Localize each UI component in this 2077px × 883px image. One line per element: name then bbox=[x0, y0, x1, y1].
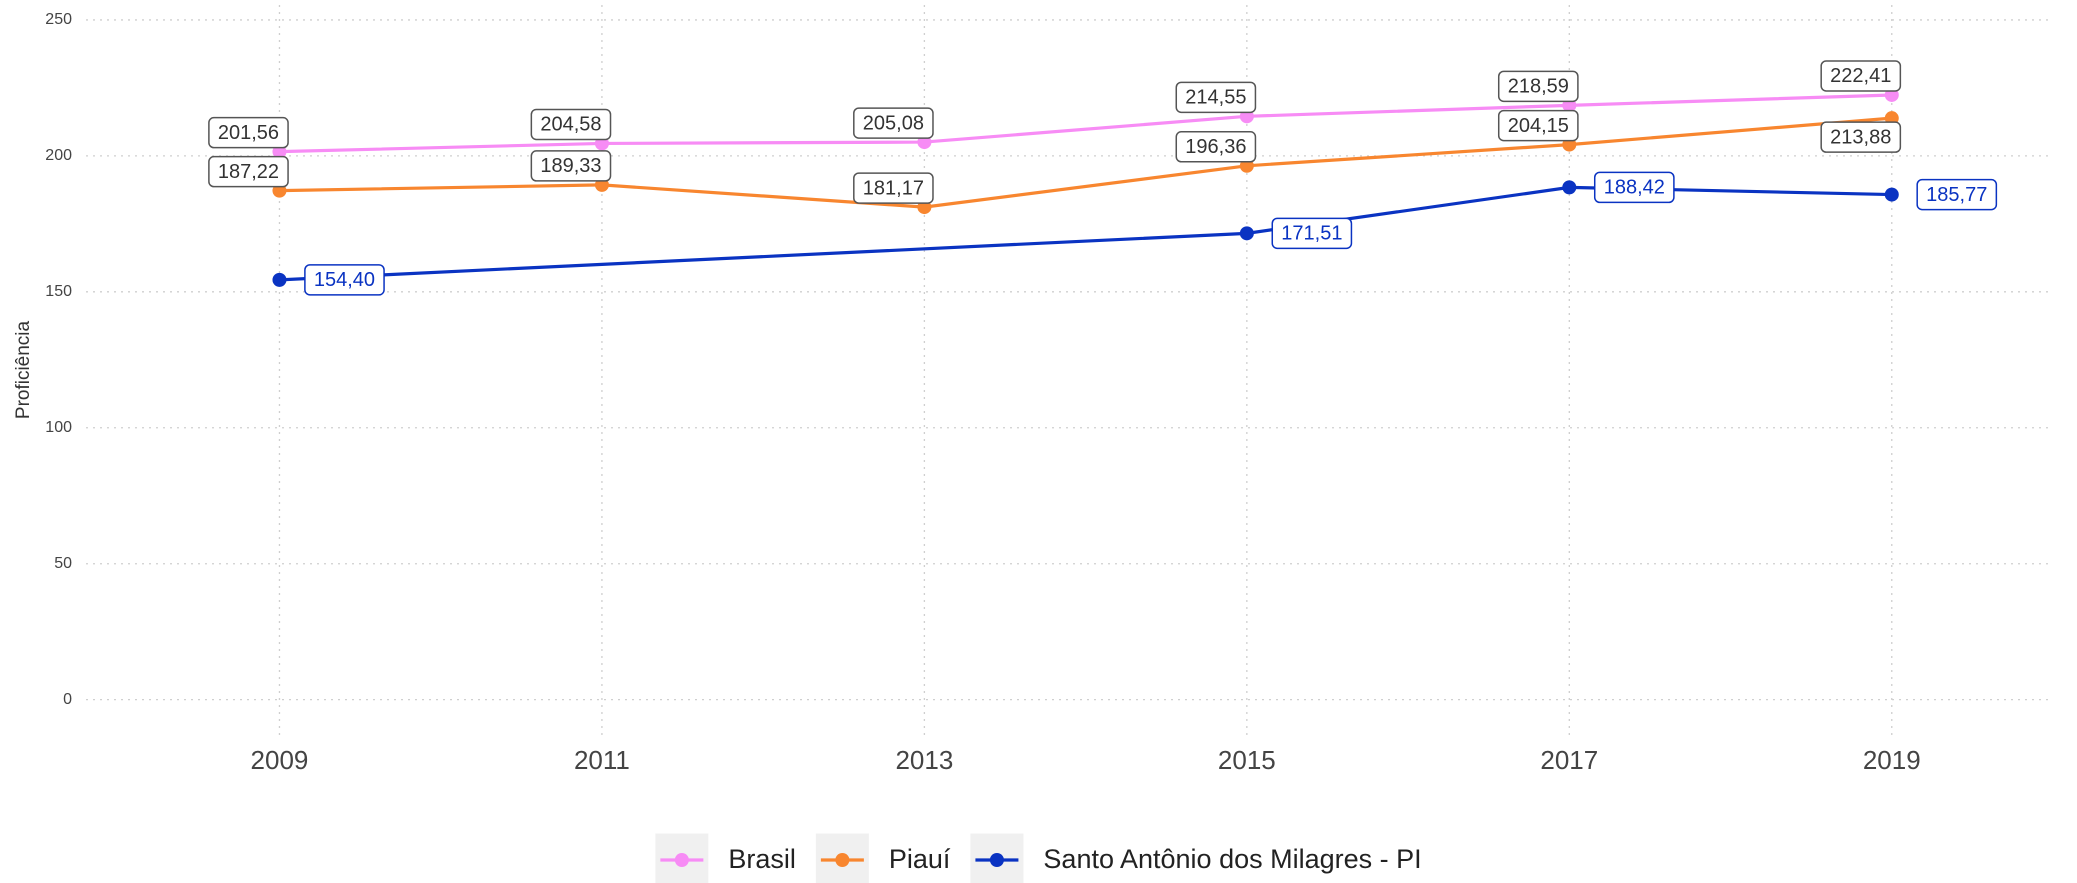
value-label: 154,40 bbox=[304, 264, 385, 296]
y-tick-label: 250 bbox=[45, 11, 72, 28]
value-label-box bbox=[530, 150, 612, 182]
y-tick-label: 100 bbox=[45, 419, 72, 436]
value-label-text: 204,58 bbox=[540, 114, 601, 136]
value-label: 185,77 bbox=[1916, 178, 1998, 211]
value-label-text: 196,36 bbox=[1185, 136, 1246, 158]
legend-key-point bbox=[835, 853, 850, 867]
value-label: 196,36 bbox=[1175, 131, 1257, 163]
y-tick-label: 200 bbox=[45, 147, 72, 164]
x-tick-label: 2009 bbox=[251, 745, 309, 775]
series-line bbox=[279, 93, 1892, 154]
x-tick-label: 2017 bbox=[1540, 745, 1598, 775]
value-label-box bbox=[1175, 81, 1257, 114]
legend-item: Brasil bbox=[655, 833, 796, 883]
y-axis-title: Proficiência bbox=[13, 320, 34, 419]
legend-label: Santo Antônio dos Milagres - PI bbox=[1043, 844, 1421, 874]
legend-label: Piauí bbox=[889, 844, 951, 874]
value-label: 222,41 bbox=[1820, 60, 1902, 92]
x-tick-label: 2013 bbox=[895, 745, 953, 775]
x-tick-label: 2011 bbox=[574, 745, 630, 775]
value-label-box bbox=[1497, 109, 1579, 142]
value-label: 188,42 bbox=[1593, 171, 1675, 204]
value-label: 181,17 bbox=[853, 172, 934, 204]
value-label: 218,59 bbox=[1497, 70, 1579, 103]
value-label-text: 189,33 bbox=[540, 155, 601, 177]
value-label-text: 185,77 bbox=[1926, 184, 1987, 206]
y-tick-label: 50 bbox=[54, 555, 72, 572]
data-point bbox=[1884, 187, 1899, 202]
value-label-box bbox=[853, 172, 934, 204]
value-label-text: 214,55 bbox=[1185, 87, 1246, 109]
series-line bbox=[279, 116, 1892, 209]
series-line bbox=[279, 185, 1892, 282]
value-label-text: 201,56 bbox=[218, 122, 279, 144]
value-label-box bbox=[304, 264, 385, 296]
value-label-box bbox=[1820, 121, 1902, 153]
value-label-box bbox=[1497, 70, 1579, 103]
value-label-text: 188,42 bbox=[1604, 177, 1665, 199]
value-label-box bbox=[1175, 131, 1257, 163]
data-point bbox=[272, 272, 287, 287]
value-label-text: 154,40 bbox=[314, 269, 375, 291]
value-label-box bbox=[530, 108, 612, 141]
value-label: 201,56 bbox=[208, 116, 289, 149]
y-tick-label: 0 bbox=[63, 691, 72, 708]
data-point bbox=[1239, 226, 1254, 241]
value-label-text: 213,88 bbox=[1830, 126, 1891, 148]
legend-label: Brasil bbox=[728, 844, 796, 874]
value-label-text: 205,08 bbox=[863, 112, 924, 134]
value-label: 187,22 bbox=[208, 155, 289, 188]
value-label-text: 218,59 bbox=[1508, 76, 1569, 98]
value-label: 205,08 bbox=[853, 107, 934, 139]
value-label: 214,55 bbox=[1175, 81, 1257, 114]
value-label-box bbox=[208, 116, 289, 149]
value-label: 213,88 bbox=[1820, 121, 1902, 153]
value-label-text: 187,22 bbox=[218, 161, 279, 183]
value-label-text: 222,41 bbox=[1830, 65, 1891, 87]
value-label-box bbox=[1820, 60, 1902, 92]
x-tick-label: 2019 bbox=[1863, 745, 1921, 775]
legend-key-point bbox=[674, 853, 689, 867]
data-point bbox=[1562, 180, 1577, 195]
value-label-box bbox=[1271, 217, 1353, 250]
value-label-text: 204,15 bbox=[1508, 115, 1569, 137]
legend-item: Santo Antônio dos Milagres - PI bbox=[970, 833, 1422, 883]
y-tick-label: 150 bbox=[45, 283, 72, 300]
value-label-text: 171,51 bbox=[1281, 223, 1342, 245]
value-label: 189,33 bbox=[530, 150, 612, 182]
value-label: 204,15 bbox=[1497, 109, 1579, 142]
value-label: 171,51 bbox=[1271, 217, 1353, 250]
value-label-box bbox=[1593, 171, 1675, 204]
value-label-text: 181,17 bbox=[863, 177, 924, 199]
value-label-box bbox=[1916, 178, 1998, 211]
legend-item: Piauí bbox=[815, 833, 951, 883]
legend: Brasil Piauí Santo Antônio dos Milagres - … bbox=[655, 833, 1422, 883]
legend-key-point bbox=[989, 853, 1004, 867]
value-label-box bbox=[208, 155, 289, 188]
value-label: 204,58 bbox=[530, 108, 612, 141]
value-label-box bbox=[853, 107, 934, 139]
x-tick-label: 2015 bbox=[1218, 745, 1276, 775]
